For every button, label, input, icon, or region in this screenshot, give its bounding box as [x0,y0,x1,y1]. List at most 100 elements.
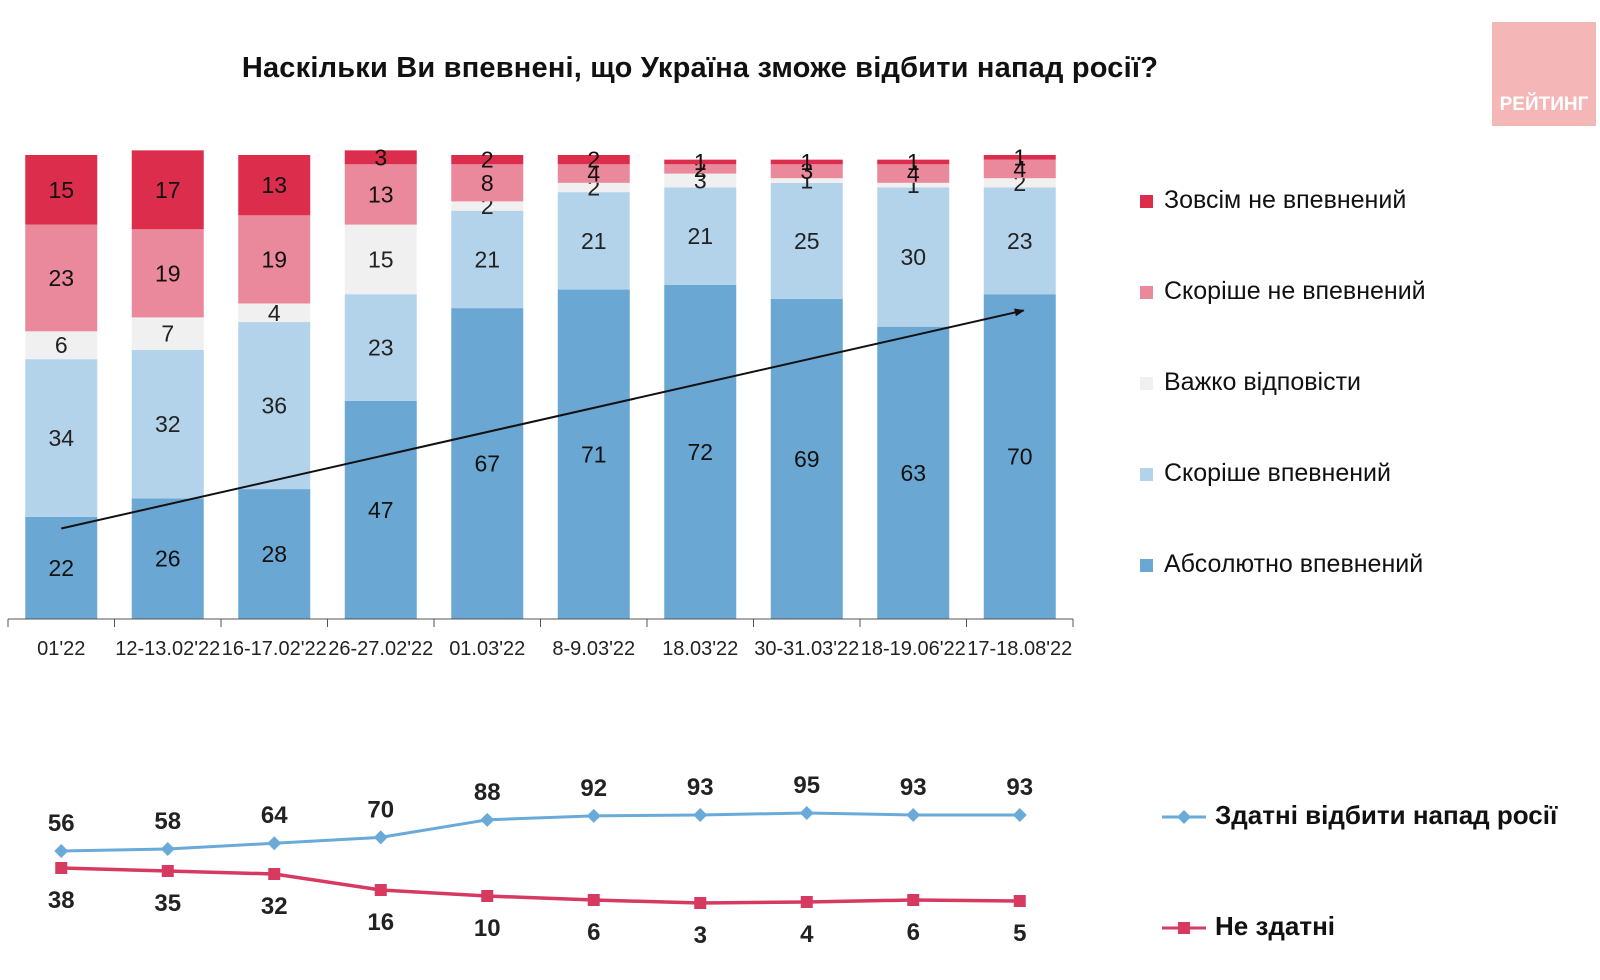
bar-segment [877,187,950,327]
bar-segment [664,164,737,174]
legend-item: Здатні відбити напад росії [1160,800,1580,834]
x-tick-label: 18-19.06'22 [861,638,966,660]
x-tick-label: 17-18.08'22 [967,638,1072,660]
legend-label: Зовсім не впевнений [1164,186,1407,214]
bar-segment [131,349,204,499]
bar-segment [451,201,524,211]
bar-value-label: 25 [794,228,820,254]
line-value-label: 16 [367,909,394,936]
legend-swatch [1140,195,1153,208]
bar-value-label: 34 [48,425,74,451]
bar-value-label: 4 [1013,156,1026,182]
bar-value-label: 67 [474,451,500,477]
line-point [694,897,707,909]
bar-segment [983,178,1056,188]
bar-value-label: 15 [368,246,394,272]
x-tick-label: 8-9.03'22 [552,638,635,660]
x-tick-label: 12-13.02'22 [115,638,220,660]
line-value-label: 4 [800,921,814,948]
bar-segment [25,359,98,517]
bar-segment [770,182,843,299]
bar-value-label: 30 [900,244,926,270]
line-value-label: 32 [261,893,288,920]
stacked-bar-chart: 22346231501'2226327191712-13.02'22283641… [7,144,1074,660]
diamond-marker-icon [1162,810,1206,824]
bar-segment [344,164,417,225]
bar-segment [877,164,950,183]
bar-value-label: 63 [900,460,926,486]
bar-segment [451,164,524,202]
bar-value-label: 26 [155,546,181,572]
bar-segment [344,224,417,295]
line-point [160,842,175,857]
legend-item: Не здатні [1160,911,1580,945]
line-point [55,862,68,874]
line-value-label: 5 [1013,920,1026,947]
bar-segment [664,159,737,165]
bar-value-label: 17 [155,177,181,203]
bar-segment [25,155,98,225]
bar-value-label: 21 [474,246,500,272]
line-point [587,894,600,906]
line-point [481,890,494,902]
line-value-label: 95 [793,772,820,799]
bar-value-label: 3 [374,144,387,170]
line-series [61,866,1020,905]
line-point [54,844,69,858]
trend-arrow [61,308,1025,530]
bar-value-label: 69 [794,446,820,472]
line-value-label: 38 [48,887,75,914]
line-value-label: 3 [694,922,707,949]
line-point [907,894,920,906]
bar-value-label: 28 [261,541,287,567]
bar-segment [238,215,311,304]
logo-text: РЕЙТИНГ [1499,94,1589,115]
line-value-label: 88 [474,779,501,806]
bar-segment [557,182,630,193]
bar-segment [770,298,843,619]
bar-value-label: 1 [694,149,707,175]
bar-value-label: 19 [261,246,287,272]
bar-segment [983,159,1056,179]
line-point [906,807,921,822]
legend-swatch [1140,286,1153,299]
x-tick-label: 26-27.02'22 [328,638,433,660]
legend-label: Скоріше не впевнений [1164,277,1426,305]
bar-segment [664,187,737,285]
x-tick-label: 18.03'22 [662,638,738,660]
line-value-label: 70 [367,796,394,823]
bar-segment [664,173,737,188]
bar-value-label: 8 [481,170,494,196]
line-value-label: 93 [687,774,714,801]
bar-value-label: 4 [907,161,920,187]
bar-segment [983,187,1056,295]
bar-value-label: 3 [800,158,813,184]
line-point [800,896,813,908]
bar-segment [664,284,737,619]
bar-segment [983,294,1056,619]
bar-value-label: 22 [48,555,74,581]
bar-value-label: 23 [48,265,74,291]
bar-segment [344,400,417,619]
line-point [586,808,601,823]
bar-value-label: 15 [48,177,74,203]
bar-segment [877,326,950,619]
legend-swatch [1140,468,1153,481]
bar-value-label: 2 [587,147,600,173]
bar-segment [238,155,311,216]
bar-segment [770,164,843,179]
bar-segment [557,164,630,183]
legend-label: Абсолютно впевнений [1164,550,1424,578]
rating-logo: РЕЙТИНГ [1492,22,1596,126]
bar-value-label: 3 [694,168,707,194]
bar-value-label: 2 [481,147,494,173]
bar-segment [451,155,524,165]
x-tick-label: 01.03'22 [449,638,525,660]
bar-value-label: 1 [1013,144,1026,170]
bar-value-label: 13 [368,181,394,207]
x-tick-label: 16-17.02'22 [222,638,327,660]
bar-segment [238,322,311,490]
bar-value-label: 36 [261,393,287,419]
line-value-label: 6 [587,919,600,946]
bar-segment [877,159,950,165]
